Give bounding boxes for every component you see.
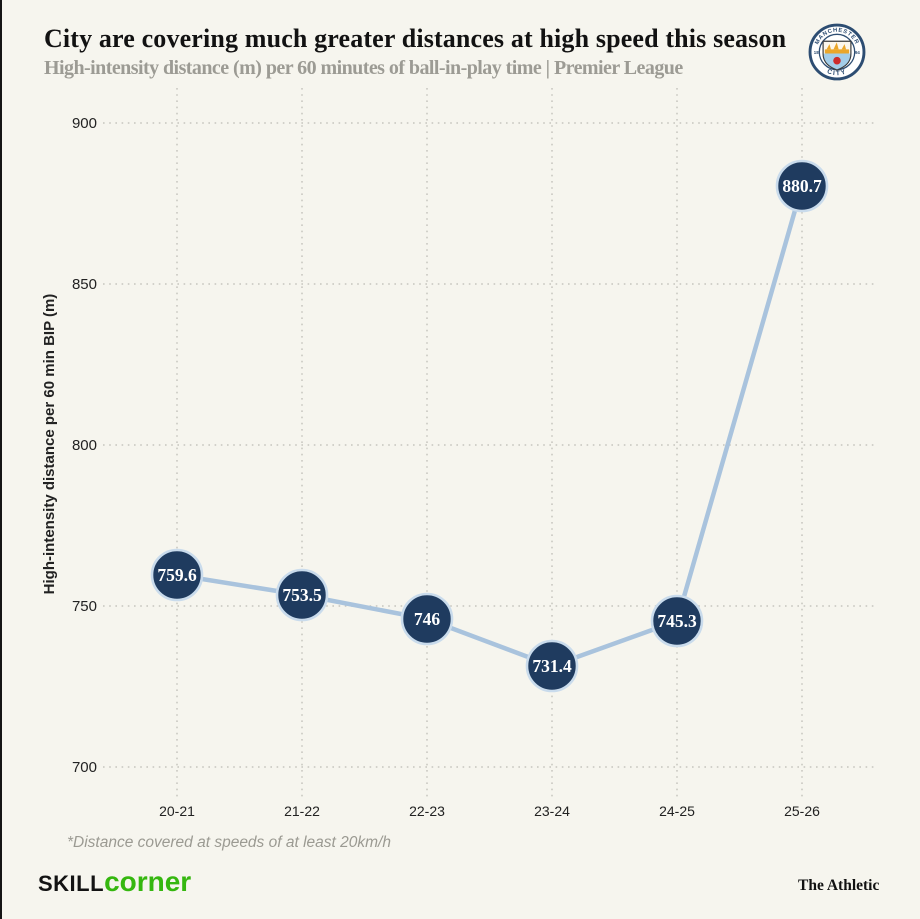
svg-text:18: 18	[814, 50, 819, 55]
svg-text:CITY: CITY	[826, 68, 848, 77]
svg-text:900: 900	[72, 115, 97, 132]
svg-text:25-26: 25-26	[784, 803, 820, 819]
svg-text:731.4: 731.4	[532, 656, 572, 676]
svg-text:700: 700	[72, 759, 97, 776]
svg-text:20-21: 20-21	[159, 803, 195, 819]
svg-text:880.7: 880.7	[782, 176, 822, 196]
svg-text:22-23: 22-23	[409, 803, 445, 819]
svg-text:759.6: 759.6	[157, 565, 197, 585]
svg-text:23-24: 23-24	[534, 803, 570, 819]
svg-text:750: 750	[72, 598, 97, 615]
svg-text:800: 800	[72, 437, 97, 454]
svg-text:745.3: 745.3	[657, 611, 697, 631]
svg-text:21-22: 21-22	[284, 803, 320, 819]
svg-text:753.5: 753.5	[282, 585, 322, 605]
svg-text:24-25: 24-25	[659, 803, 695, 819]
svg-text:94: 94	[855, 50, 860, 55]
svg-text:746: 746	[414, 609, 441, 629]
svg-text:850: 850	[72, 276, 97, 293]
svg-text:High-intensity distance per 60: High-intensity distance per 60 min BIP (…	[41, 294, 58, 595]
